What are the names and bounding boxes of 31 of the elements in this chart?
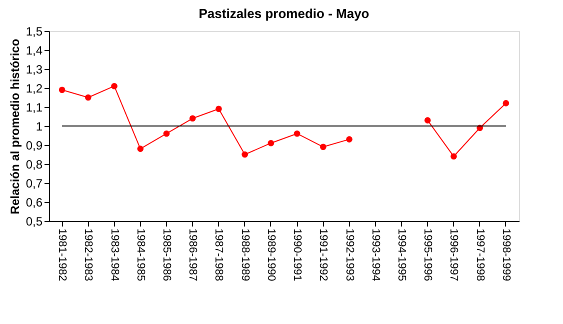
y-tick-label: 1 — [36, 120, 43, 134]
y-tick-label: 0,5 — [26, 214, 43, 228]
y-tick-label: 1,5 — [26, 24, 43, 38]
x-tick-label: 1988-1989 — [238, 228, 251, 282]
y-tick-label: 1,1 — [26, 100, 43, 114]
y-tick-label: 0,8 — [26, 158, 43, 172]
x-tick-label: 1994-1995 — [396, 228, 408, 282]
x-tick-label: 1990-1991 — [291, 228, 304, 282]
x-tick-label: 1993-1994 — [369, 228, 382, 282]
y-tick-label: 0,7 — [26, 176, 43, 190]
x-tick-label: 1997-1998 — [474, 228, 486, 282]
y-tick-label: 0,6 — [26, 196, 43, 210]
x-tick-label: 1991-1992 — [317, 228, 330, 282]
y-tick-label: 1,4 — [26, 44, 43, 58]
x-tick-label: 1984-1985 — [134, 228, 146, 282]
y-axis-title: Relación al promedio histórico — [8, 38, 22, 214]
x-tick-label: 1992-1993 — [343, 228, 356, 282]
x-tick-label: 1985-1986 — [160, 228, 172, 282]
chart-title: Pastizales promedio - Mayo — [198, 6, 370, 21]
x-tick-label: 1995-1996 — [422, 228, 434, 282]
y-tick-label: 1,3 — [26, 62, 43, 76]
x-tick-label: 1996-1997 — [448, 228, 460, 282]
y-tick-label: 1,2 — [26, 82, 43, 96]
x-tick-label: 1983-1984 — [108, 228, 120, 282]
y-tick-label: 0,9 — [26, 138, 43, 152]
x-tick-label: 1987-1988 — [212, 228, 225, 282]
x-tick-label: 1982-1983 — [82, 228, 94, 282]
x-tick-label: 1981-1982 — [56, 228, 68, 282]
x-tick-label: 1986-1987 — [186, 228, 199, 282]
x-tick-label: 1998-1999 — [500, 228, 512, 282]
x-tick-label: 1989-1990 — [264, 228, 277, 282]
